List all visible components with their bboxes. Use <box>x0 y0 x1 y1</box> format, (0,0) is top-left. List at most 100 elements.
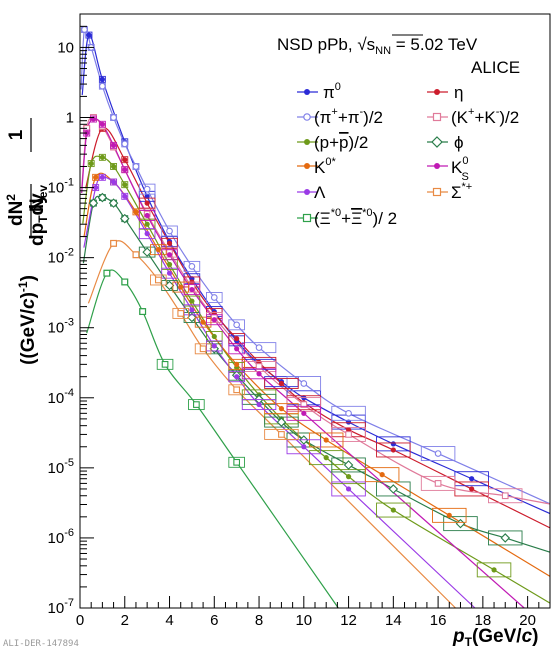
x-axis-title: pT(GeV/c) <box>452 626 538 649</box>
data-point <box>139 308 147 315</box>
data-point <box>199 345 207 353</box>
data-point <box>300 401 308 408</box>
data-point <box>161 361 169 368</box>
syst-box <box>121 181 129 189</box>
data-point <box>119 213 130 224</box>
data-point <box>189 286 195 293</box>
svg-text:K0S: K0 S <box>451 155 469 183</box>
data-point <box>110 142 117 148</box>
data-point <box>233 321 241 329</box>
data-point <box>211 343 217 349</box>
data-point <box>99 154 105 160</box>
data-point <box>323 437 329 443</box>
data-point <box>390 441 396 447</box>
legend-item-phi: ϕ <box>427 133 464 152</box>
syst-box <box>110 141 118 149</box>
syst-box <box>286 405 322 421</box>
y-tick-label: 10-3 <box>48 317 74 337</box>
axes: 0 2 4 6 8 10 12 14 16 18 20 10-7 10-6 10-5 10-4 10-3 10-… <box>48 13 551 629</box>
fit-curve-5 <box>82 195 551 553</box>
syst-box <box>286 376 322 391</box>
y-tick-label: 10-6 <box>48 527 74 547</box>
data-point <box>143 185 151 193</box>
data-point <box>255 344 263 351</box>
syst-box <box>183 284 201 296</box>
data-point <box>278 380 285 387</box>
svg-text:(Ξ*0+Ξ*0)/ 2: (Ξ*0+Ξ*0)/ 2 <box>314 207 397 228</box>
syst-box <box>98 120 106 128</box>
data-point <box>166 261 173 268</box>
data-point <box>177 310 185 317</box>
y-tick-label: 10-4 <box>48 387 74 407</box>
svg-text:1: 1 <box>6 129 27 140</box>
syst-box <box>183 295 201 307</box>
syst-box <box>138 210 156 221</box>
data-point <box>144 212 150 219</box>
data-point <box>434 480 442 487</box>
syst-box <box>87 160 95 168</box>
svg-text:ϕ: ϕ <box>454 133 464 152</box>
data-point <box>110 179 117 185</box>
svg-text:((GeV/c)-1): ((GeV/c)-1) <box>16 275 39 365</box>
data-point <box>345 474 352 480</box>
data-point <box>132 251 140 259</box>
legend: π0 η (π++π-)/2 (K++K-)/2 (p+p)/2 <box>297 81 519 228</box>
svg-text:π0: π0 <box>323 81 341 102</box>
x-tick-label: 4 <box>165 612 173 629</box>
fit-curve-6 <box>83 172 551 577</box>
data-point <box>256 371 262 377</box>
data-point <box>211 317 217 323</box>
data-point <box>99 174 105 180</box>
x-tick-label: 14 <box>385 612 402 629</box>
data-point <box>188 263 196 270</box>
data-point <box>133 209 139 215</box>
plot-frame <box>79 13 551 609</box>
syst-box <box>161 237 178 249</box>
y-tick-label: 10-5 <box>48 457 74 477</box>
syst-box <box>228 319 245 331</box>
syst-box <box>443 516 478 532</box>
syst-box <box>264 403 299 415</box>
data-point <box>88 198 99 208</box>
data-points <box>81 26 523 578</box>
syst-box <box>110 178 118 186</box>
data-point <box>154 276 162 284</box>
syst-box <box>241 399 277 411</box>
svg-text:K0*: K0* <box>314 156 336 177</box>
data-point <box>189 298 195 304</box>
syst-box <box>228 371 245 383</box>
syst-box <box>206 340 223 352</box>
legend-item-pi0: π0 <box>297 81 341 102</box>
data-point <box>88 160 94 167</box>
data-point <box>189 307 195 313</box>
svg-text:dpTdy: dpTdy <box>27 193 50 246</box>
syst-box <box>376 502 411 518</box>
syst-box <box>241 342 277 354</box>
syst-box <box>188 399 205 411</box>
syst-box <box>228 384 245 396</box>
syst-box <box>161 267 178 279</box>
data-point <box>278 406 285 412</box>
data-point <box>166 270 173 276</box>
syst-box <box>331 405 366 421</box>
data-point <box>234 346 240 352</box>
syst-box <box>172 281 189 293</box>
y-tick-label: 10-1 <box>48 177 74 197</box>
syst-box <box>194 343 212 355</box>
syst-box <box>138 197 156 209</box>
data-point <box>379 472 385 478</box>
data-point <box>390 507 396 513</box>
legend-item-protons: (p+p)/2 <box>297 133 368 152</box>
x-tick-label: 2 <box>121 612 129 629</box>
data-point <box>390 447 396 453</box>
syst-box <box>241 368 277 380</box>
data-point <box>469 476 475 482</box>
syst-box <box>138 183 156 195</box>
syst-box <box>98 75 106 83</box>
syst-box <box>476 562 512 578</box>
fit-curve-3 <box>81 116 551 505</box>
data-point <box>256 401 262 408</box>
syst-box <box>376 442 411 458</box>
data-point <box>234 335 240 342</box>
